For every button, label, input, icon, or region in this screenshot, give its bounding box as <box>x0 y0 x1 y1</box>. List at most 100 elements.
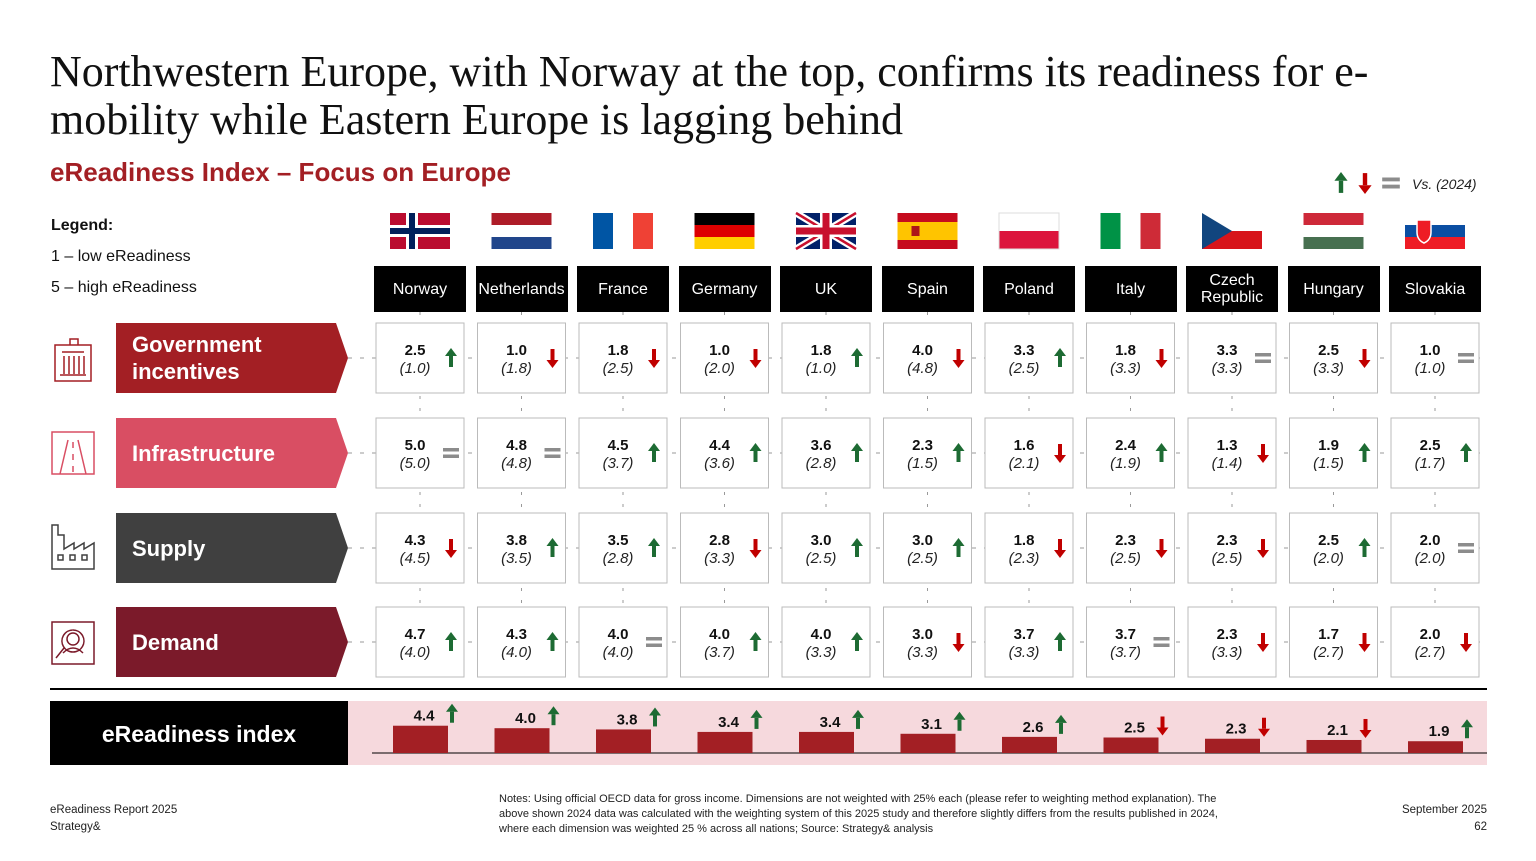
equal-icon <box>1255 353 1271 357</box>
score-value: 4.0 <box>709 626 730 643</box>
score-cell <box>1289 417 1378 489</box>
index-bar <box>900 733 956 753</box>
trend-shaft <box>855 451 859 462</box>
trend-head <box>1257 455 1269 463</box>
equal-icon <box>646 637 662 641</box>
index-bar <box>1002 736 1057 753</box>
trend-shaft <box>1363 718 1368 730</box>
previous-score: (2.8) <box>806 455 837 472</box>
trend-shaft <box>856 717 860 729</box>
flag-part <box>390 228 450 234</box>
score-value: 3.7 <box>1014 626 1035 643</box>
score-value: 4.0 <box>811 626 832 643</box>
country-header: France <box>577 266 669 312</box>
index-value: 3.4 <box>820 714 842 731</box>
trend-shaft <box>652 349 656 360</box>
trend-head <box>1358 185 1372 194</box>
trend-head <box>1257 644 1269 652</box>
flag-part <box>491 237 552 249</box>
index-value: 3.1 <box>921 716 942 733</box>
trend-shaft <box>1338 180 1344 193</box>
footer-right: September 2025 62 <box>1402 802 1487 836</box>
dimension-label: Demand <box>132 629 219 655</box>
score-value: 3.0 <box>912 532 933 549</box>
score-value: 4.3 <box>405 532 426 549</box>
trend-shaft <box>1261 444 1265 455</box>
country-header: Germany <box>678 266 771 312</box>
trend-head <box>547 706 560 715</box>
trend-head <box>1155 443 1168 451</box>
previous-score: (2.3) <box>1009 550 1040 567</box>
score-value: 1.0 <box>709 342 730 359</box>
trend-shaft <box>1160 716 1165 728</box>
country-header: Poland <box>983 266 1075 312</box>
dimension-label: Government incentives <box>132 332 262 384</box>
score-cell <box>1187 322 1277 394</box>
flag-part <box>1303 225 1364 237</box>
score-value: 2.5 <box>1420 437 1441 454</box>
trend-shaft <box>449 640 453 651</box>
trend-shaft <box>1465 727 1469 739</box>
previous-score: (3.3) <box>1110 360 1141 377</box>
score-value: 1.3 <box>1217 437 1238 454</box>
trend-shaft <box>1058 356 1062 367</box>
dimension-label: Supply <box>132 535 206 561</box>
trend-shaft <box>1261 539 1265 550</box>
flag-part <box>1202 213 1232 249</box>
footer-text: Strategy& <box>50 821 101 833</box>
score-value: 4.0 <box>912 342 933 359</box>
trend-shaft <box>1362 451 1367 462</box>
previous-score: (4.5) <box>400 550 431 567</box>
trend-head <box>1054 348 1066 356</box>
trend-head <box>1054 632 1066 640</box>
dimension-label-shape <box>116 418 348 488</box>
previous-score: (3.3) <box>907 644 938 661</box>
index-label-box <box>50 701 348 765</box>
trend-head <box>749 360 762 368</box>
trend-shaft <box>449 539 453 550</box>
trend-shaft <box>450 711 454 723</box>
score-value: 1.9 <box>1318 437 1339 454</box>
trend-head <box>546 360 559 368</box>
flag-part <box>633 213 653 249</box>
trend-head <box>1156 727 1169 736</box>
previous-score: (1.7) <box>1415 455 1446 472</box>
index-value: 1.9 <box>1429 723 1450 740</box>
score-value: 1.8 <box>1115 342 1136 359</box>
previous-score: (3.3) <box>1313 360 1344 377</box>
equal-icon <box>443 448 459 452</box>
trend-shaft <box>1362 633 1367 644</box>
score-value: 4.0 <box>608 626 629 643</box>
previous-score: (4.0) <box>501 644 532 661</box>
trend-shaft <box>653 715 657 727</box>
trend-shaft <box>1058 539 1062 550</box>
flag-part <box>593 213 613 249</box>
index-value: 2.5 <box>1124 720 1145 737</box>
dimension-label: Infrastructure <box>132 440 276 466</box>
trend-head <box>546 538 559 546</box>
trend-head <box>1054 550 1066 558</box>
dimension-icon <box>54 338 92 382</box>
dimension-label-shape <box>116 323 348 393</box>
flag-part <box>1405 225 1465 237</box>
flag-part <box>1140 213 1161 249</box>
flag-part <box>998 212 1060 250</box>
trend-shaft <box>753 451 758 462</box>
index-value: 2.3 <box>1226 721 1247 738</box>
score-value: 2.5 <box>1318 342 1339 359</box>
trend-shaft <box>1159 349 1164 360</box>
trend-shaft <box>550 640 555 651</box>
trend-head <box>952 538 965 546</box>
trend-head <box>953 711 966 720</box>
trend-shaft <box>753 640 758 651</box>
trend-shaft <box>855 640 859 651</box>
previous-score: (2.5) <box>1212 550 1243 567</box>
trend-head <box>1358 360 1371 368</box>
previous-score: (3.3) <box>1212 360 1243 377</box>
country-header: Slovakia <box>1389 266 1481 312</box>
trend-shaft <box>1159 539 1164 550</box>
previous-score: (3.3) <box>1009 644 1040 661</box>
score-cell <box>578 606 668 678</box>
index-bar <box>596 729 651 753</box>
score-value: 2.3 <box>1115 532 1136 549</box>
